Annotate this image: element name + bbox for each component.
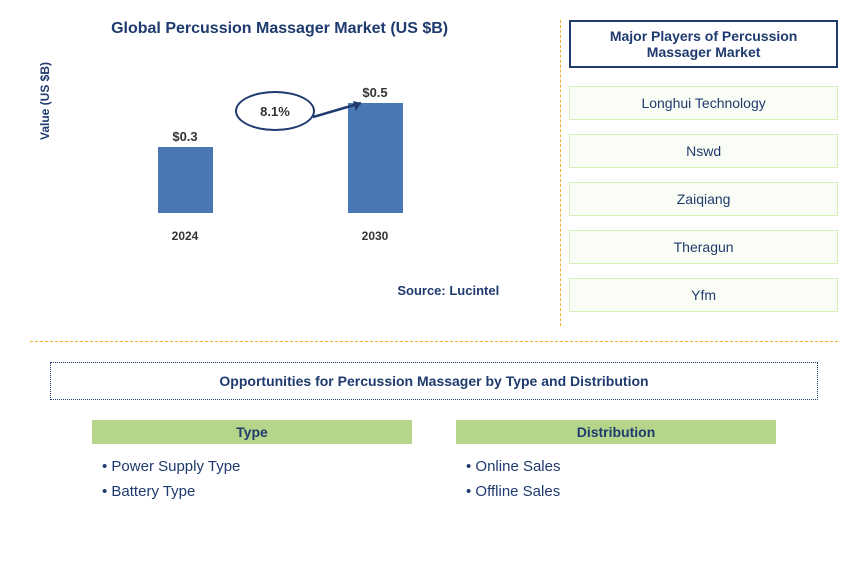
column-item: Power Supply Type [92, 454, 412, 479]
bar-chart: Value (US $B) $0.3$0.5 20242030 8.1% [90, 63, 470, 243]
players-title: Major Players of Percussion Massager Mar… [569, 20, 838, 68]
column-header: Type [92, 420, 412, 444]
growth-callout: 8.1% [235, 91, 315, 131]
opportunities-title: Opportunities for Percussion Massager by… [50, 362, 818, 400]
source-label: Source: Lucintel [30, 283, 529, 298]
x-tick-label: 2030 [362, 229, 389, 243]
player-item: Longhui Technology [569, 86, 838, 120]
players-list: Longhui Technology Nswd Zaiqiang Theragun Yf… [569, 86, 838, 312]
bar-value-label: $0.3 [172, 129, 197, 144]
column-item: Battery Type [92, 479, 412, 504]
chart-title: Global Percussion Massager Market (US $B… [30, 20, 529, 38]
x-tick-label: 2024 [172, 229, 199, 243]
y-axis-label: Value (US $B) [38, 62, 52, 140]
players-panel: Major Players of Percussion Massager Mar… [569, 20, 838, 326]
top-section: Global Percussion Massager Market (US $B… [30, 20, 838, 326]
player-item: Zaiqiang [569, 182, 838, 216]
player-item: Theragun [569, 230, 838, 264]
opportunities-columns: Type Power Supply TypeBattery Type Distrib… [30, 420, 838, 504]
vertical-divider [560, 20, 561, 326]
horizontal-divider [30, 341, 838, 342]
bar [158, 147, 213, 213]
opportunity-column: Distribution Online SalesOffline Sales [456, 420, 776, 504]
x-axis-labels: 2024 2030 [90, 229, 470, 243]
opportunity-column: Type Power Supply TypeBattery Type [92, 420, 412, 504]
player-item: Yfm [569, 278, 838, 312]
column-item: Online Sales [456, 454, 776, 479]
bar-group: $0.3 [158, 129, 213, 213]
growth-ellipse: 8.1% [235, 91, 315, 131]
bar-value-label: $0.5 [362, 85, 387, 100]
chart-area: Global Percussion Massager Market (US $B… [30, 20, 529, 326]
column-item: Offline Sales [456, 479, 776, 504]
player-item: Nswd [569, 134, 838, 168]
arrow-icon [313, 99, 373, 124]
column-header: Distribution [456, 420, 776, 444]
